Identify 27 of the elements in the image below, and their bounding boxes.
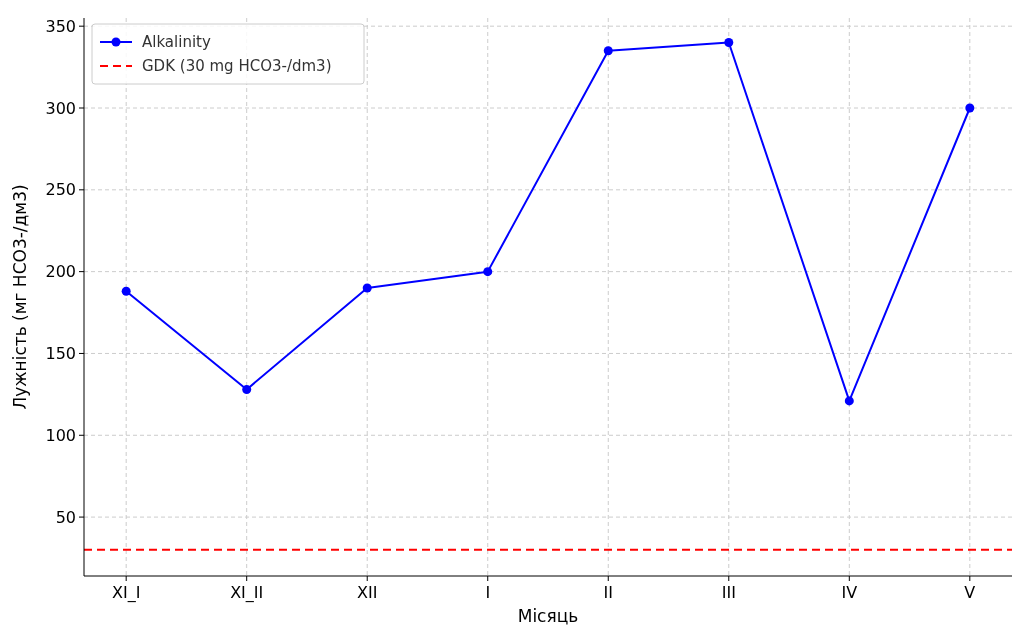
y-tick-label: 150 (45, 344, 76, 364)
x-tick-label: XI_I (111, 583, 141, 603)
x-tick-label: XII (357, 583, 378, 602)
x-tick-label: II (603, 583, 613, 602)
x-tick-label: V (964, 583, 976, 602)
legend-label: GDK (30 mg HCO3-/dm3) (142, 57, 332, 76)
point (603, 46, 613, 56)
x-tick-label: XI_II (230, 583, 264, 603)
point (362, 283, 372, 293)
point (724, 38, 734, 48)
x-tick-label: IV (841, 583, 858, 602)
y-tick-label: 50 (55, 507, 76, 527)
point (242, 384, 252, 394)
y-tick-label: 200 (45, 262, 76, 282)
y-tick-label: 100 (45, 425, 76, 445)
legend-label: Alkalinity (142, 33, 211, 52)
point (965, 103, 975, 113)
x-tick-label: III (721, 583, 736, 602)
y-tick-label: 350 (45, 16, 76, 36)
point (844, 396, 854, 406)
x-tick-label: I (485, 583, 491, 602)
point (483, 267, 493, 277)
y-tick-label: 250 (45, 180, 76, 200)
x-axis-title: Місяць (517, 606, 579, 626)
y-axis-title: Лужність (мг HCO3-/дм3) (10, 184, 30, 410)
point (121, 286, 131, 296)
y-tick-label: 300 (45, 98, 76, 118)
